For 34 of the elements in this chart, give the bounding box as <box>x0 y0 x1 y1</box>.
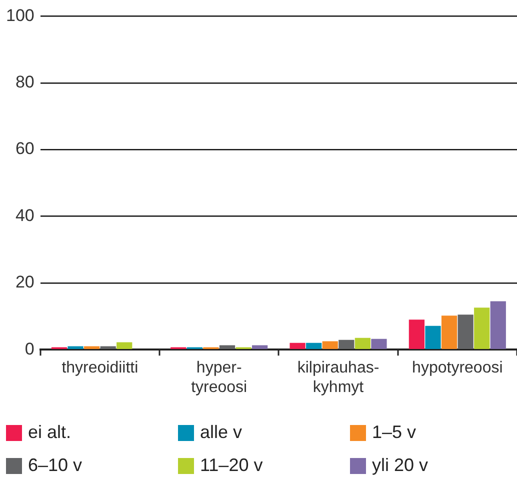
bar <box>354 338 371 349</box>
y-tick-label: 20 <box>15 272 34 292</box>
bar <box>219 345 236 349</box>
legend-label: ei alt. <box>28 422 72 443</box>
y-tick-label: 80 <box>15 72 34 92</box>
bar <box>100 346 116 349</box>
bar <box>84 346 100 349</box>
x-tick-label: kilpirauhas- kyhmyt <box>297 360 380 396</box>
bar <box>408 320 425 349</box>
bar <box>458 314 474 349</box>
legend-label: 6–10 v <box>28 455 82 476</box>
legend-label: alle v <box>200 422 242 443</box>
bar <box>425 326 441 349</box>
bar <box>290 342 306 349</box>
bar <box>490 301 506 349</box>
bar <box>474 308 490 349</box>
legend-label: yli 20 v <box>372 455 428 476</box>
bar <box>322 341 338 349</box>
legend-label: 11–20 v <box>200 455 263 476</box>
bar <box>338 340 354 349</box>
bar <box>371 338 387 349</box>
bar <box>68 346 84 349</box>
y-tick-label: 40 <box>15 206 34 225</box>
legend-label: 1–5 v <box>372 422 416 443</box>
y-tick-label: 0 <box>24 339 34 358</box>
bar <box>441 316 458 349</box>
x-tick-label: hyper- tyreoosi <box>191 360 248 396</box>
x-tick-label: thyreoidiitti <box>62 360 138 377</box>
bar <box>116 342 132 349</box>
bar <box>252 345 268 349</box>
x-tick-label: hypotyreoosi <box>412 360 503 377</box>
bar <box>306 342 322 349</box>
y-tick-label: 100 <box>6 6 34 25</box>
y-tick-label: 60 <box>15 139 34 158</box>
